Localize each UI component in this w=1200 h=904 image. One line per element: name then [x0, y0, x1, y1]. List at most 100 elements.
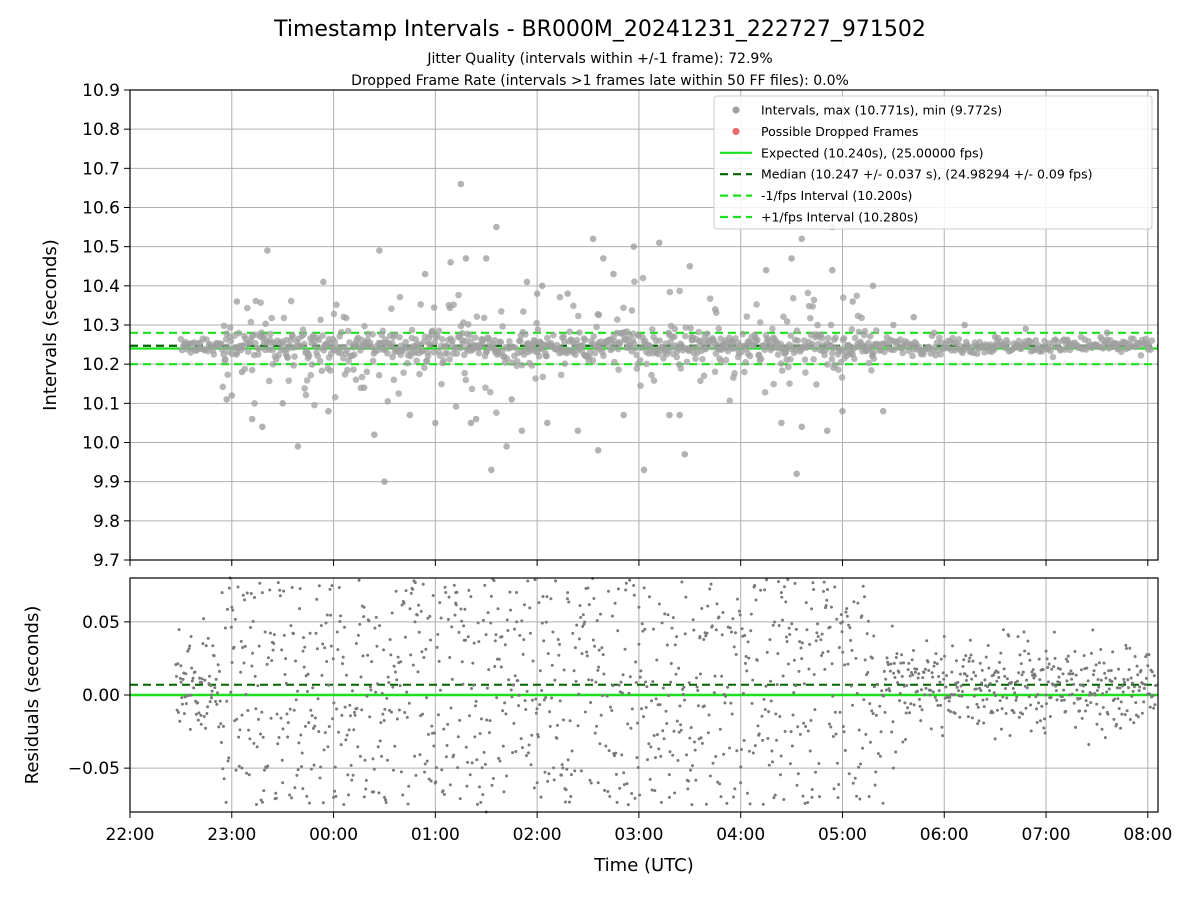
residual-point	[356, 745, 360, 749]
interval-point	[620, 304, 627, 312]
residual-point	[413, 754, 417, 758]
interval-point	[279, 400, 286, 407]
chart-title: Timestamp Intervals - BR000M_20241231_22…	[273, 17, 926, 42]
interval-point	[446, 356, 453, 363]
top-y-tick-label: 10.7	[82, 159, 120, 179]
interval-point	[739, 330, 747, 338]
residual-point	[658, 703, 662, 707]
residual-point	[729, 701, 733, 705]
residual-point	[481, 618, 485, 622]
residual-point	[980, 681, 984, 685]
interval-point	[786, 380, 793, 387]
interval-point	[544, 334, 551, 342]
residual-point	[1129, 676, 1133, 680]
interval-point	[315, 336, 323, 344]
residual-point	[744, 654, 748, 658]
interval-point	[533, 319, 541, 327]
residual-point	[786, 578, 790, 582]
interval-point	[742, 358, 749, 366]
interval-point	[573, 336, 581, 344]
bottom-y-axis-ticks: −0.050.000.05	[68, 613, 130, 779]
interval-point	[761, 389, 769, 396]
residual-point	[648, 777, 652, 781]
interval-point	[949, 334, 957, 342]
residual-point	[489, 621, 493, 625]
interval-point	[435, 327, 443, 335]
residual-point	[511, 683, 515, 687]
residual-point	[242, 661, 246, 665]
x-axis-ticks: 22:00 23:00 00:00 01:00 02:00 03:00 04:00 05:00…	[106, 812, 1172, 845]
residual-point	[542, 639, 546, 643]
residual-point	[423, 770, 427, 774]
residual-point	[313, 716, 317, 720]
residual-point	[622, 783, 626, 787]
interval-point	[711, 368, 719, 376]
interval-point	[314, 352, 321, 360]
residual-point	[286, 735, 290, 739]
interval-point	[794, 337, 801, 344]
residual-point	[575, 623, 579, 627]
residual-point	[1115, 722, 1119, 726]
residual-point	[296, 689, 300, 693]
interval-point	[452, 403, 460, 410]
residual-point	[516, 679, 520, 683]
residual-point	[696, 704, 700, 708]
residual-point	[252, 741, 256, 745]
residual-point	[372, 767, 376, 771]
residual-point	[626, 803, 630, 807]
residual-point	[298, 607, 302, 611]
residual-point	[593, 731, 597, 735]
interval-point	[269, 346, 276, 354]
interval-point	[497, 338, 505, 346]
residual-point	[916, 676, 920, 680]
residual-point	[526, 751, 530, 755]
residual-point	[372, 790, 376, 794]
residual-point	[898, 691, 902, 695]
residual-point	[510, 695, 514, 699]
residual-point	[288, 707, 292, 711]
residual-point	[1052, 665, 1056, 669]
residual-point	[205, 712, 209, 716]
residual-point	[995, 708, 999, 712]
interval-point	[499, 323, 506, 330]
residual-point	[742, 739, 746, 743]
residual-point	[628, 675, 632, 679]
interval-point	[301, 385, 308, 392]
interval-point	[666, 288, 674, 296]
residual-point	[278, 594, 282, 598]
residual-point	[1037, 657, 1041, 661]
interval-point	[388, 339, 396, 347]
residual-point	[763, 707, 767, 711]
residual-point	[176, 710, 180, 714]
residual-point	[478, 732, 482, 736]
interval-point	[838, 374, 846, 381]
residual-point	[872, 634, 876, 638]
residual-point	[739, 748, 743, 752]
residual-point	[970, 677, 974, 681]
interval-point	[774, 351, 782, 358]
interval-point	[223, 396, 230, 403]
residual-point	[238, 728, 242, 732]
residual-point	[1121, 690, 1125, 694]
interval-point	[579, 341, 587, 349]
interval-point	[754, 336, 761, 344]
interval-point	[395, 390, 403, 397]
residual-point	[233, 617, 237, 621]
residual-point	[1148, 705, 1152, 709]
residual-point	[1042, 717, 1046, 721]
residual-point	[910, 658, 914, 662]
residual-point	[343, 625, 347, 629]
residual-point	[177, 628, 181, 632]
interval-point	[1063, 337, 1070, 344]
residual-point	[323, 731, 327, 735]
interval-point	[327, 367, 334, 374]
residual-point	[546, 779, 550, 783]
residual-point	[500, 635, 504, 639]
interval-point	[503, 443, 510, 450]
residual-point	[464, 745, 468, 749]
residual-point	[588, 778, 592, 782]
residual-point	[507, 678, 511, 682]
residual-point	[885, 656, 889, 660]
residual-point	[535, 781, 539, 785]
residual-point	[687, 681, 691, 685]
